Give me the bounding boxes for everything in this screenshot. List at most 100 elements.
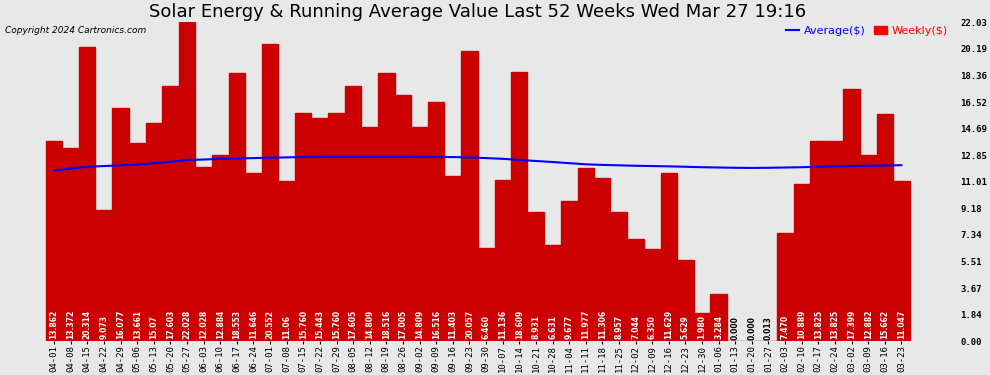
Text: 11.629: 11.629: [664, 310, 673, 339]
Bar: [96, 210, 112, 341]
Text: Copyright 2024 Cartronics.com: Copyright 2024 Cartronics.com: [5, 26, 146, 34]
Bar: [345, 86, 361, 341]
Bar: [46, 141, 62, 341]
Text: 16.077: 16.077: [116, 310, 125, 339]
Text: 11.306: 11.306: [598, 310, 607, 339]
Bar: [611, 211, 627, 341]
Text: 12.882: 12.882: [863, 310, 872, 339]
Text: 13.825: 13.825: [831, 310, 840, 339]
Bar: [229, 73, 245, 341]
Text: 18.609: 18.609: [515, 310, 524, 339]
Text: 7.470: 7.470: [780, 315, 790, 339]
Bar: [246, 172, 261, 341]
Bar: [179, 22, 195, 341]
Text: 10.889: 10.889: [797, 310, 806, 339]
Text: 8.931: 8.931: [532, 315, 541, 339]
Text: 15.443: 15.443: [316, 310, 325, 339]
Text: 18.516: 18.516: [382, 310, 391, 339]
Text: 14.809: 14.809: [415, 310, 424, 339]
Text: 11.977: 11.977: [581, 310, 590, 339]
Text: 22.028: 22.028: [182, 310, 191, 339]
Text: 12.884: 12.884: [216, 310, 225, 339]
Bar: [113, 108, 129, 341]
Text: 12.028: 12.028: [199, 310, 208, 339]
Text: 13.372: 13.372: [66, 310, 75, 339]
Text: 13.825: 13.825: [814, 310, 823, 339]
Bar: [511, 72, 528, 341]
Bar: [660, 173, 677, 341]
Bar: [62, 148, 79, 341]
Text: 6.460: 6.460: [481, 315, 491, 339]
Bar: [395, 95, 411, 341]
Text: 17.399: 17.399: [847, 310, 856, 339]
Text: 0.000: 0.000: [747, 316, 756, 340]
Text: 6.631: 6.631: [548, 315, 557, 339]
Bar: [478, 248, 494, 341]
Bar: [628, 239, 644, 341]
Bar: [876, 114, 893, 341]
Text: 11.047: 11.047: [897, 310, 906, 339]
Text: 0.013: 0.013: [764, 316, 773, 340]
Bar: [195, 167, 212, 341]
Bar: [677, 260, 694, 341]
Bar: [146, 123, 162, 341]
Bar: [329, 113, 345, 341]
Text: 11.403: 11.403: [448, 310, 457, 339]
Bar: [295, 113, 312, 341]
Bar: [794, 184, 810, 341]
Bar: [212, 155, 229, 341]
Text: 11.06: 11.06: [282, 315, 291, 339]
Bar: [278, 181, 295, 341]
Bar: [561, 201, 577, 341]
Text: 14.809: 14.809: [365, 310, 374, 339]
Bar: [262, 44, 278, 341]
Title: Solar Energy & Running Average Value Last 52 Weeks Wed Mar 27 19:16: Solar Energy & Running Average Value Las…: [149, 3, 806, 21]
Bar: [528, 212, 545, 341]
Bar: [461, 51, 477, 341]
Legend: Average($), Weekly($): Average($), Weekly($): [786, 26, 948, 36]
Bar: [843, 89, 859, 341]
Text: 6.350: 6.350: [647, 315, 656, 339]
Bar: [445, 176, 461, 341]
Text: 18.553: 18.553: [233, 310, 242, 339]
Bar: [644, 249, 660, 341]
Text: 7.044: 7.044: [631, 315, 641, 339]
Bar: [860, 155, 876, 341]
Bar: [827, 141, 843, 341]
Text: 15.662: 15.662: [880, 310, 889, 339]
Text: 17.605: 17.605: [348, 310, 357, 339]
Bar: [694, 312, 710, 341]
Bar: [428, 102, 445, 341]
Text: 13.862: 13.862: [50, 310, 58, 339]
Bar: [893, 181, 910, 341]
Text: 15.760: 15.760: [299, 310, 308, 339]
Text: 20.314: 20.314: [83, 310, 92, 339]
Text: 3.284: 3.284: [714, 315, 723, 339]
Bar: [594, 177, 611, 341]
Text: 8.957: 8.957: [615, 315, 624, 339]
Bar: [361, 127, 378, 341]
Text: 15.760: 15.760: [332, 310, 341, 339]
Text: 11.646: 11.646: [248, 310, 258, 339]
Text: 17.005: 17.005: [399, 310, 408, 339]
Text: 17.603: 17.603: [166, 310, 175, 339]
Bar: [577, 168, 594, 341]
Text: 20.057: 20.057: [465, 310, 474, 339]
Text: 20.552: 20.552: [265, 310, 274, 339]
Text: 1.980: 1.980: [698, 315, 707, 339]
Bar: [810, 141, 827, 341]
Text: 5.629: 5.629: [681, 315, 690, 339]
Text: 13.661: 13.661: [133, 310, 142, 339]
Bar: [312, 118, 328, 341]
Bar: [378, 73, 394, 341]
Bar: [412, 127, 428, 341]
Text: 9.073: 9.073: [99, 315, 109, 339]
Text: 11.136: 11.136: [498, 310, 507, 339]
Text: 0.000: 0.000: [731, 316, 740, 340]
Bar: [711, 294, 727, 341]
Text: 15.07: 15.07: [149, 315, 158, 339]
Text: 9.677: 9.677: [564, 315, 573, 339]
Bar: [777, 233, 793, 341]
Bar: [79, 47, 95, 341]
Bar: [544, 245, 560, 341]
